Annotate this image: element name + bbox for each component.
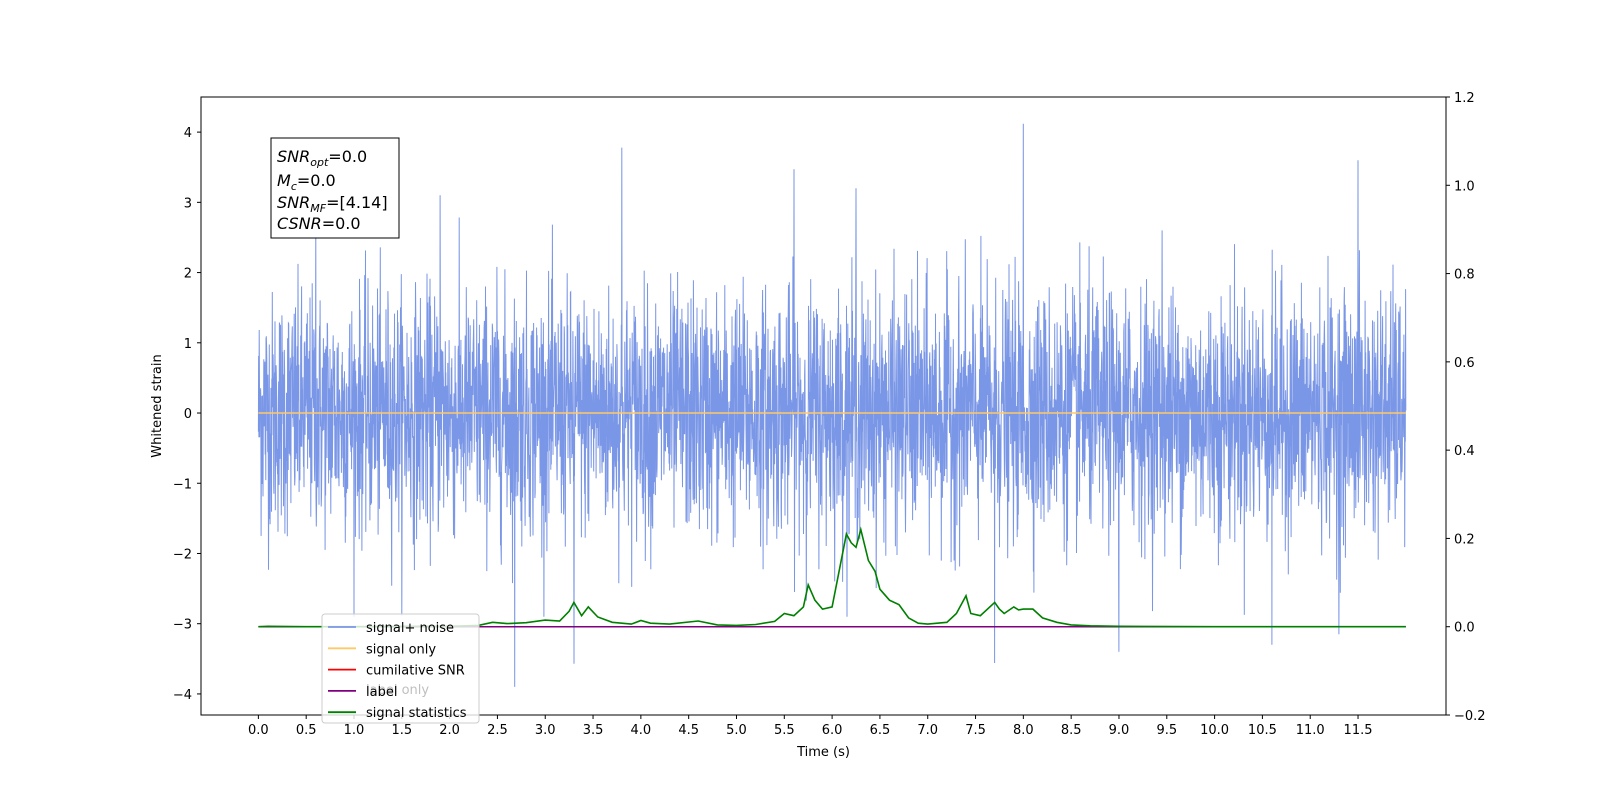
- legend-frame: [321, 613, 480, 724]
- y2-tick-label: 1.0: [1454, 179, 1475, 194]
- y-tick-label: 4: [184, 126, 192, 141]
- y-tick-label: 0: [184, 407, 192, 422]
- x-tick-label: 8.5: [1061, 723, 1082, 738]
- info-csnr: CSNR=0.0: [277, 214, 361, 233]
- x-tick-label: 2.5: [487, 723, 508, 738]
- info-mc-main: M: [277, 171, 291, 190]
- x-tick-label: 1.5: [391, 723, 412, 738]
- info-snr-opt-value: =0.0: [328, 147, 367, 166]
- y2-tick-label: 0.4: [1454, 444, 1475, 459]
- y2-tick-label: 0.2: [1454, 532, 1475, 547]
- x-tick-label: 10.5: [1248, 723, 1277, 738]
- info-csnr-main: CSNR: [277, 214, 322, 233]
- y-tick-label: 2: [184, 267, 192, 282]
- x-tick-label: 4.0: [631, 723, 652, 738]
- signal-noise-series: [257, 123, 1407, 687]
- x-tick-label: 1.0: [344, 723, 365, 738]
- y-tick-label: −2: [173, 547, 192, 562]
- x-tick-label: 0.0: [248, 723, 269, 738]
- y2-tick-label: 0.0: [1454, 621, 1475, 636]
- x-tick-label: 7.0: [917, 723, 938, 738]
- y-tick-label: 1: [184, 337, 192, 352]
- x-tick-label: 9.0: [1109, 723, 1130, 738]
- x-tick-label: 10.0: [1200, 723, 1229, 738]
- x-tick-label: 6.0: [822, 723, 843, 738]
- x-tick-label: 6.5: [870, 723, 891, 738]
- legend-label: label: [366, 685, 397, 700]
- x-axis-label: Time (s): [796, 745, 850, 760]
- signal-statistics-line: [258, 526, 1406, 628]
- legend-entries: signal+ noise signal only cumilative SNR la…: [328, 621, 467, 721]
- info-box: SNRopt=0.0 Mc=0.0 SNRMF=[4.14] CSNR=0.0: [270, 137, 400, 239]
- y-tick-label: −4: [173, 688, 192, 703]
- info-snr-opt: SNRopt=0.0: [277, 147, 367, 169]
- y2-tick-label: 0.8: [1454, 268, 1475, 283]
- info-snr-opt-sub: opt: [310, 156, 329, 169]
- axis-ticks-group: 0.0 0.5 1.0 1.5 2.0 2.5 3.0 3.5 4.0 4.5 5.0 5.5 6.0 6…: [173, 91, 1486, 738]
- info-snr-mf-sub: MF: [310, 202, 326, 215]
- x-tick-label: 3.0: [535, 723, 556, 738]
- info-snr-mf-main: SNR: [277, 193, 310, 212]
- info-mc-sub: c: [291, 180, 297, 193]
- legend-label: signal+ noise: [366, 621, 454, 636]
- y-tick-label: −3: [173, 618, 192, 633]
- signal-noise-line: [257, 123, 1407, 687]
- x-tick-label: 11.0: [1296, 723, 1325, 738]
- plot-frame: [200, 96, 1447, 716]
- x-tick-label: 3.5: [583, 723, 604, 738]
- y2-tick-label: −0.2: [1454, 709, 1486, 724]
- x-tick-label: 8.0: [1013, 723, 1034, 738]
- y2-tick-label: 1.2: [1454, 91, 1475, 106]
- y2-tick-label: 0.6: [1454, 356, 1475, 371]
- x-tick-label: 9.5: [1156, 723, 1177, 738]
- y-tick-label: −1: [173, 477, 192, 492]
- info-box-frame: [270, 137, 400, 239]
- legend: label only signal+ noise signal only cumil…: [321, 613, 480, 724]
- x-tick-label: 0.5: [296, 723, 317, 738]
- y-axis-label: Whitened strain: [150, 354, 165, 457]
- legend-hidden-label: label only: [366, 683, 429, 698]
- y-tick-label: 3: [184, 196, 192, 211]
- info-mc-value: =0.0: [297, 171, 336, 190]
- x-tick-label: 7.5: [965, 723, 986, 738]
- info-csnr-value: =0.0: [322, 214, 361, 233]
- legend-label: signal statistics: [366, 706, 467, 721]
- info-snr-opt-main: SNR: [277, 147, 310, 166]
- legend-label: signal only: [366, 642, 436, 657]
- x-tick-label: 4.5: [678, 723, 699, 738]
- info-snr-mf-value: =[4.14]: [326, 193, 388, 212]
- legend-label: cumilative SNR: [366, 664, 465, 679]
- x-tick-label: 5.5: [774, 723, 795, 738]
- info-mc: Mc=0.0: [277, 171, 336, 193]
- x-tick-label: 2.0: [439, 723, 460, 738]
- info-snr-mf: SNRMF=[4.14]: [277, 193, 388, 215]
- x-tick-label: 11.5: [1344, 723, 1373, 738]
- x-tick-label: 5.0: [726, 723, 747, 738]
